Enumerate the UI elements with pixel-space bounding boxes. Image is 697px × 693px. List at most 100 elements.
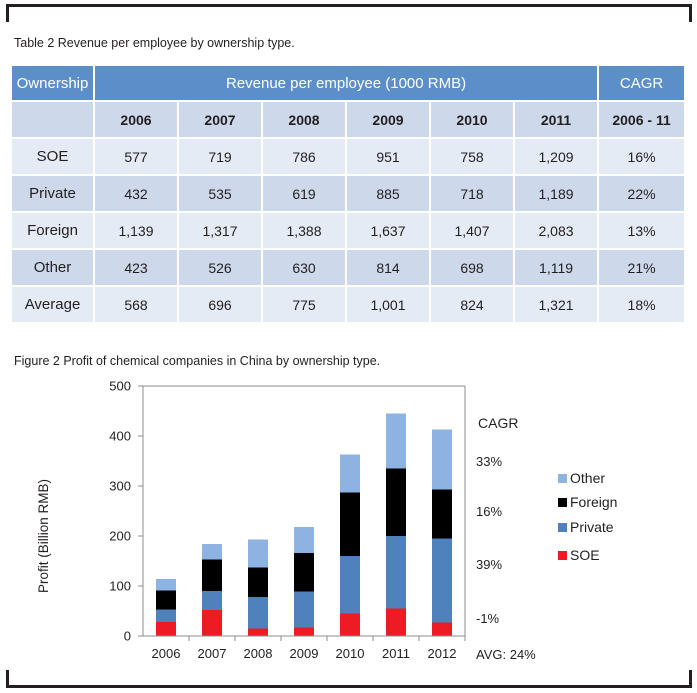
bar-segment-foreign (432, 489, 452, 539)
y-tick-label: 200 (109, 529, 131, 544)
table-cell: 2,083 (515, 211, 600, 248)
chart-axes: 0 100 200 300 400 500 2006 2007 2008 2009 2010 2011… (109, 379, 466, 661)
legend-label-other: Other (570, 470, 605, 486)
table-cell: 1,139 (95, 211, 179, 248)
legend-swatch-soe (558, 551, 567, 560)
cagr-value: 39% (476, 557, 502, 572)
cagr-value: 16% (476, 504, 502, 519)
plot-area (156, 413, 452, 636)
year-header: 2006 (95, 100, 179, 137)
cagr-cell: 16% (599, 137, 685, 174)
table-cell: 951 (347, 137, 431, 174)
bar-segment-foreign (202, 559, 222, 591)
legend-swatch-private (558, 523, 567, 532)
year-header: 2010 (431, 100, 515, 137)
table-cell: 619 (263, 174, 347, 211)
bar-segment-other (202, 544, 222, 560)
table-cell: 786 (263, 137, 347, 174)
table-cell: 1,388 (263, 211, 347, 248)
cagr-cell: 21% (599, 248, 685, 285)
bar-segment-other (386, 413, 406, 469)
table-cell: 1,119 (515, 248, 600, 285)
table-cell: 814 (347, 248, 431, 285)
year-header-blank (12, 100, 95, 137)
bar-segment-private (386, 536, 406, 609)
revenue-table: Ownership Revenue per employee (1000 RMB… (12, 66, 685, 322)
y-tick-label: 0 (124, 629, 131, 644)
year-header: 2011 (515, 100, 600, 137)
y-tick-label: 300 (109, 479, 131, 494)
cagr-cell: 22% (599, 174, 685, 211)
bar-segment-other (294, 527, 314, 553)
bar-segment-other (156, 579, 176, 591)
bar-segment-foreign (248, 567, 268, 597)
row-label: Other (12, 248, 95, 285)
bar-segment-soe (156, 622, 176, 636)
table-cell: 577 (95, 137, 179, 174)
table-cell: 423 (95, 248, 179, 285)
bar-segment-soe (294, 627, 314, 636)
bar-segment-foreign (294, 553, 314, 592)
table-header-row: Ownership Revenue per employee (1000 RMB… (12, 66, 685, 100)
y-axis-label: Profit (Billion RMB) (36, 479, 51, 593)
x-tick-label: 2011 (382, 646, 410, 661)
year-header: 2007 (179, 100, 263, 137)
cagr-annotations: CAGR 33% 16% 39% -1% AVG: 24% (476, 415, 536, 662)
cagr-header: CAGR (599, 66, 685, 100)
y-tick-label: 100 (109, 579, 131, 594)
frame-top-rule (6, 4, 692, 7)
bar-segment-soe (386, 608, 406, 636)
table-cell: 1,189 (515, 174, 600, 211)
x-tick-label: 2010 (336, 646, 365, 661)
year-header: 2008 (263, 100, 347, 137)
x-tick-label: 2012 (428, 646, 457, 661)
bar-segment-soe (248, 628, 268, 636)
ownership-header: Ownership (12, 66, 95, 100)
bar-segment-private (156, 609, 176, 622)
row-label: SOE (12, 137, 95, 174)
bar-segment-private (340, 556, 360, 614)
cagr-period-header: 2006 - 11 (599, 100, 685, 137)
figure-caption: Figure 2 Profit of chemical companies in… (14, 354, 381, 368)
table-years-row: 2006 2007 2008 2009 2010 2011 2006 - 11 (12, 100, 685, 137)
y-tick-label: 500 (109, 379, 131, 394)
table-cell: 775 (263, 285, 347, 322)
table-cell: 718 (431, 174, 515, 211)
legend-swatch-foreign (558, 498, 567, 507)
row-label: Average (12, 285, 95, 322)
table-cell: 1,637 (347, 211, 431, 248)
profit-stacked-bar-chart: 0 100 200 300 400 500 2006 2007 2008 2009 2010 2011… (36, 379, 617, 663)
bar-segment-foreign (156, 590, 176, 610)
cagr-cell: 18% (599, 285, 685, 322)
table-cell: 1,317 (179, 211, 263, 248)
table-cell: 1,407 (431, 211, 515, 248)
legend-label-private: Private (570, 519, 614, 535)
table-cell: 630 (263, 248, 347, 285)
bar-segment-foreign (340, 492, 360, 556)
chart-legend: Other Foreign Private SOE (558, 470, 617, 563)
revenue-header: Revenue per employee (1000 RMB) (95, 66, 600, 100)
bar-segment-private (294, 591, 314, 628)
bar-segment-other (432, 429, 452, 490)
table-caption: Table 2 Revenue per employee by ownershi… (14, 36, 295, 50)
table-row: Other 423 526 630 814 698 1,119 21% (12, 248, 685, 285)
x-tick-label: 2009 (290, 646, 319, 661)
cagr-title: CAGR (478, 415, 518, 431)
table-cell: 885 (347, 174, 431, 211)
table-cell: 824 (431, 285, 515, 322)
table-row: Foreign 1,139 1,317 1,388 1,637 1,407 2,… (12, 211, 685, 248)
table-cell: 1,209 (515, 137, 600, 174)
bar-segment-soe (432, 622, 452, 636)
cagr-value: -1% (476, 611, 500, 626)
frame-bottom-left-corner (6, 670, 9, 688)
bar-segment-private (248, 597, 268, 629)
bar-segment-other (340, 454, 360, 493)
bar-segment-foreign (386, 468, 406, 536)
table-cell: 758 (431, 137, 515, 174)
x-tick-label: 2006 (152, 646, 181, 661)
bar-segment-soe (340, 613, 360, 636)
legend-swatch-other (558, 474, 567, 483)
row-label: Private (12, 174, 95, 211)
cagr-value: 33% (476, 454, 502, 469)
table-cell: 1,001 (347, 285, 431, 322)
